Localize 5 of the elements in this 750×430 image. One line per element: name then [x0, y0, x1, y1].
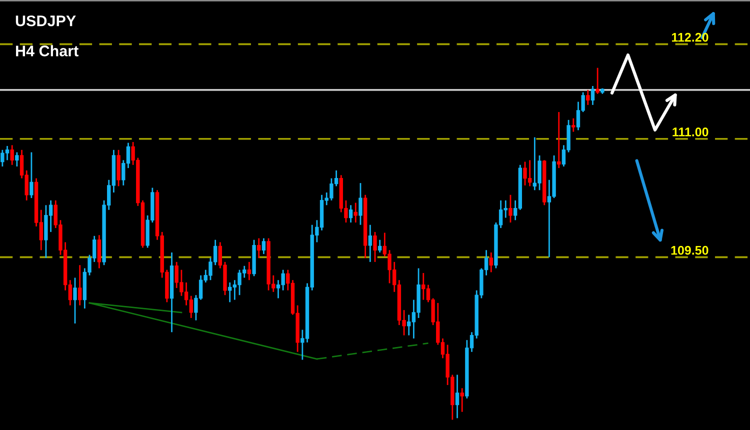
text: USDJPY: [16, 15, 76, 26]
ref-line-label: 112.20: [672, 32, 708, 42]
ref-line-label: 109.50: [671, 246, 708, 255]
text: H4 Chart: [16, 45, 78, 56]
ref-line-label: 111.00: [672, 128, 708, 136]
